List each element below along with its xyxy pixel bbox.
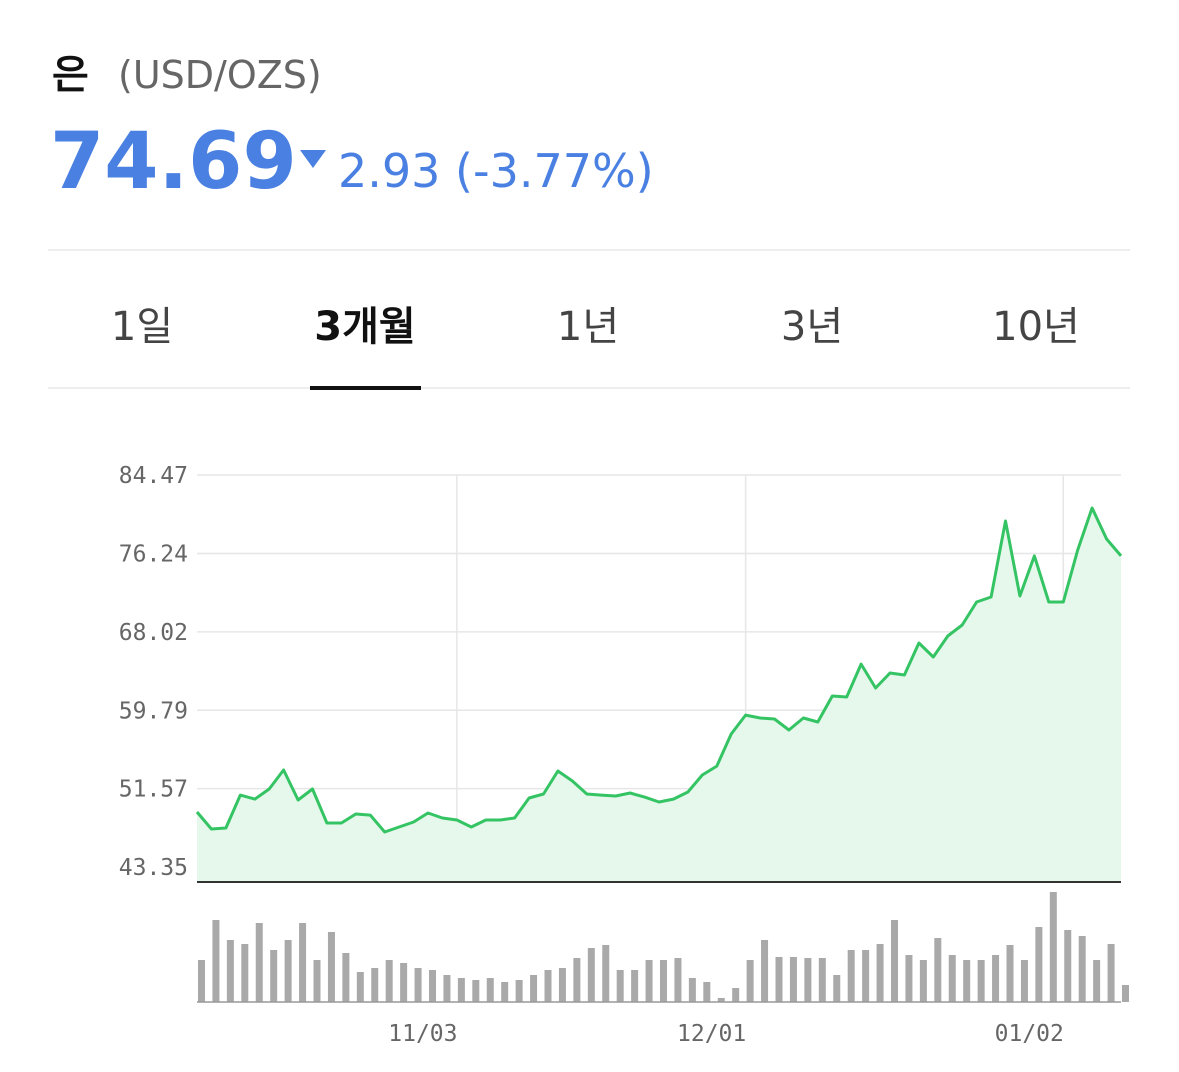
- volume-bar: [862, 950, 870, 1002]
- volume-bar: [1035, 927, 1043, 1002]
- tab[interactable]: 1일: [111, 304, 173, 350]
- volume-bar: [818, 958, 826, 1002]
- volume-bar: [1006, 945, 1014, 1002]
- volume-bar: [299, 923, 307, 1002]
- title: 은: [52, 52, 89, 98]
- volume-bar: [198, 960, 205, 1002]
- y-tick-label: 84.47: [119, 463, 188, 489]
- volume-bar: [1064, 930, 1072, 1002]
- volume-bar: [457, 978, 465, 1002]
- volume-bar: [876, 944, 884, 1002]
- volume-bar: [977, 960, 985, 1002]
- volume-bar: [573, 958, 581, 1002]
- tab-underline: [310, 386, 421, 390]
- tab[interactable]: 10년: [992, 304, 1080, 350]
- volume-bar: [443, 975, 451, 1002]
- volume-bar: [746, 960, 754, 1002]
- x-tick-label: 12/01: [677, 1021, 746, 1047]
- volume-bar: [717, 998, 725, 1002]
- volume-bar: [212, 920, 220, 1002]
- volume-bar: [674, 958, 682, 1002]
- down-arrow: [300, 150, 326, 168]
- volume-bar: [833, 975, 841, 1002]
- volume-bar: [414, 968, 422, 1002]
- volume-bar: [472, 980, 480, 1002]
- volume-bar: [703, 982, 711, 1002]
- volume-bar: [530, 975, 538, 1002]
- volume-bar: [1107, 944, 1115, 1002]
- volume-bar: [313, 960, 321, 1002]
- volume-bar: [327, 932, 335, 1002]
- volume-bar: [371, 968, 379, 1002]
- volume-bar: [905, 955, 913, 1002]
- volume-bar: [631, 970, 639, 1002]
- tab[interactable]: 3개월: [314, 304, 415, 350]
- y-tick-label: 51.57: [119, 777, 188, 803]
- y-tick-label: 68.02: [119, 620, 188, 646]
- y-tick-label: 59.79: [119, 698, 188, 724]
- volume-bar: [1093, 960, 1101, 1002]
- volume-bar: [660, 960, 667, 1002]
- volume-bar: [761, 940, 769, 1002]
- volume-bar: [284, 940, 292, 1002]
- volume-bar: [342, 953, 350, 1002]
- volume-bar: [1078, 936, 1086, 1002]
- volume-bar: [544, 970, 552, 1002]
- volume-bar: [919, 960, 927, 1002]
- volume-bar: [255, 923, 263, 1002]
- volume-bar: [891, 920, 898, 1002]
- volume-bar: [400, 963, 408, 1002]
- change: 2.93 (-3.77%): [338, 144, 654, 198]
- volume-bar: [804, 958, 812, 1002]
- volume-bar: [616, 970, 624, 1002]
- y-tick-label: 76.24: [119, 541, 188, 567]
- tabs: 1일 3개월 1년 3년 10년: [111, 304, 1080, 390]
- volume-bar: [486, 978, 494, 1002]
- tab[interactable]: 1년: [557, 304, 619, 350]
- volume-bar: [1020, 960, 1028, 1002]
- x-tick-label: 11/03: [388, 1021, 457, 1047]
- volume-bar: [515, 980, 523, 1002]
- y-tick-label: 43.35: [119, 855, 188, 881]
- price: 74.69: [50, 117, 297, 207]
- volume-bar: [992, 955, 1000, 1002]
- volume-bar: [1049, 892, 1057, 1002]
- volume-bar: [948, 955, 956, 1002]
- volume-bar: [602, 945, 610, 1002]
- volume-bar: [645, 960, 653, 1002]
- volume-bar: [356, 972, 364, 1002]
- volume-bar: [1122, 985, 1129, 1002]
- volume-bar: [775, 957, 783, 1002]
- line: [195, 506, 1123, 834]
- plot: 43.35 51.57 59.79 68.02 76.24 84.47 11/03 12/01…: [119, 463, 1129, 1047]
- tab[interactable]: 3년: [781, 304, 843, 350]
- volume-bar: [558, 968, 566, 1002]
- area: [197, 508, 1121, 882]
- volume-bar: [270, 950, 278, 1002]
- volume-bar: [587, 948, 595, 1002]
- volume-bar: [847, 950, 855, 1002]
- volume-bar: [241, 944, 249, 1002]
- unit: (USD/OZS): [118, 53, 322, 97]
- volume-bar: [934, 938, 942, 1002]
- volume-bar: [385, 960, 393, 1002]
- volume-bar: [789, 957, 797, 1002]
- volume-bar: [429, 970, 436, 1002]
- volume-bar: [963, 960, 971, 1002]
- volume-bar: [688, 978, 696, 1002]
- volume-bar: [732, 988, 740, 1002]
- x-tick-label: 01/02: [995, 1021, 1064, 1047]
- volume-bar: [226, 940, 234, 1002]
- volume-bar: [501, 982, 509, 1002]
